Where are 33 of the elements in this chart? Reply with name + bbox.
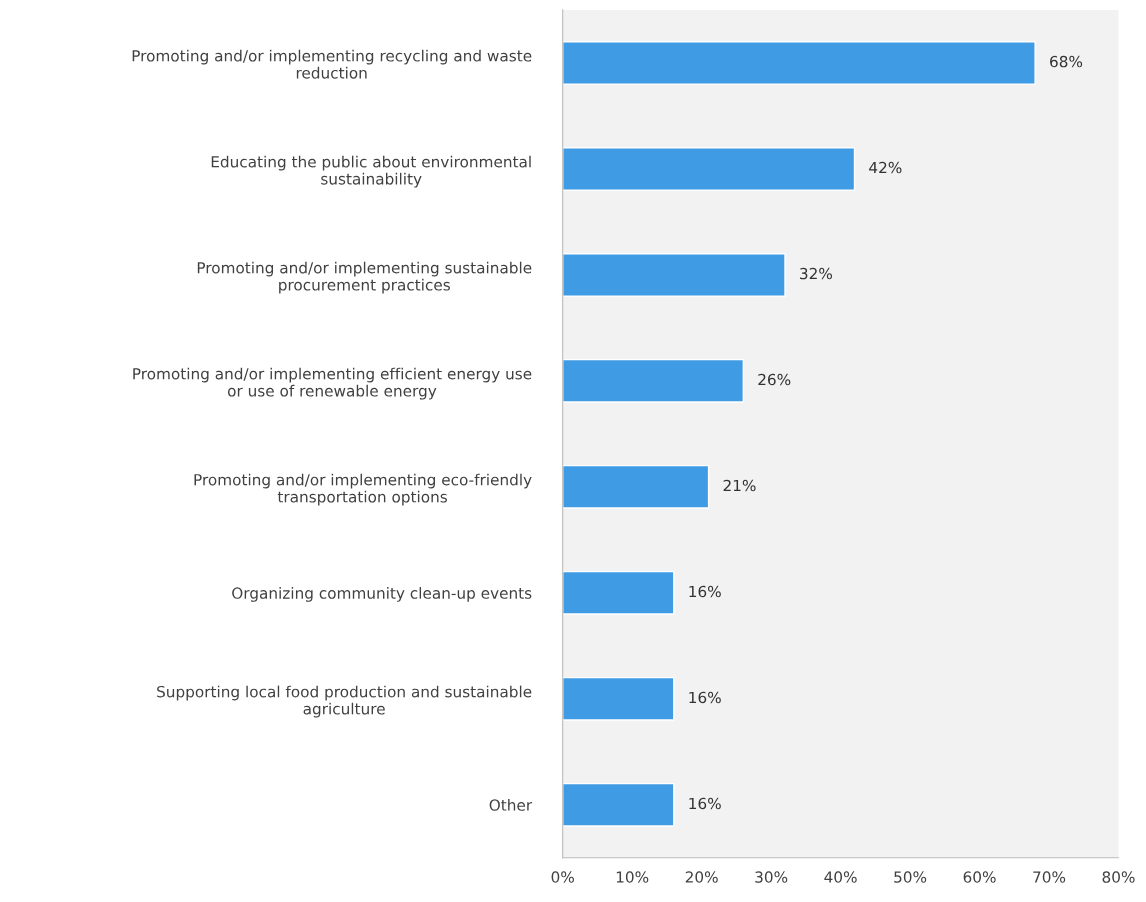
- y-tick-label: Educating the public about environmental sustainability: [211, 155, 531, 188]
- x-tick-label: 30%: [755, 871, 788, 883]
- y-tick-label: Supporting local food production and sustainable agriculture: [157, 685, 532, 718]
- data-label: 16%: [689, 797, 721, 810]
- bar: [562, 41, 1036, 85]
- x-tick-label: 40%: [824, 871, 857, 883]
- x-tick-label: 50%: [894, 871, 927, 883]
- x-tick-label: 70%: [1033, 871, 1066, 883]
- data-label: 21%: [723, 479, 756, 492]
- bar: [562, 147, 856, 191]
- y-tick-label: Promoting and/or implementing recycling and waste reduction: [132, 49, 532, 79]
- x-tick-label: 0%: [551, 871, 574, 883]
- data-label: 16%: [689, 691, 721, 704]
- data-label: 26%: [758, 373, 791, 386]
- y-tick-label: Other: [489, 799, 533, 811]
- x-tick-label: 60%: [963, 871, 996, 883]
- y-tick-label: Organizing community clean-up events: [232, 587, 532, 602]
- bar: [562, 676, 675, 721]
- bar: [562, 358, 745, 403]
- data-label: 32%: [800, 267, 833, 280]
- x-tick-label: 80%: [1102, 871, 1135, 883]
- y-tick-label: Promoting and/or implementing efficient energy use or use of renewable energy: [133, 367, 532, 400]
- bar: [562, 570, 675, 615]
- data-label: 42%: [869, 161, 902, 174]
- data-label: 68%: [1050, 55, 1083, 68]
- bar: [562, 464, 710, 509]
- data-label: 16%: [689, 585, 721, 598]
- bar: [562, 252, 786, 297]
- y-tick-label: Promoting and/or implementing eco-friendly transportation options: [194, 473, 532, 506]
- bar: [562, 782, 675, 827]
- x-tick-label: 20%: [685, 871, 718, 883]
- y-tick-label: Promoting and/or implementing sustainable procurement practices: [197, 261, 532, 294]
- x-tick-label: 10%: [616, 871, 649, 883]
